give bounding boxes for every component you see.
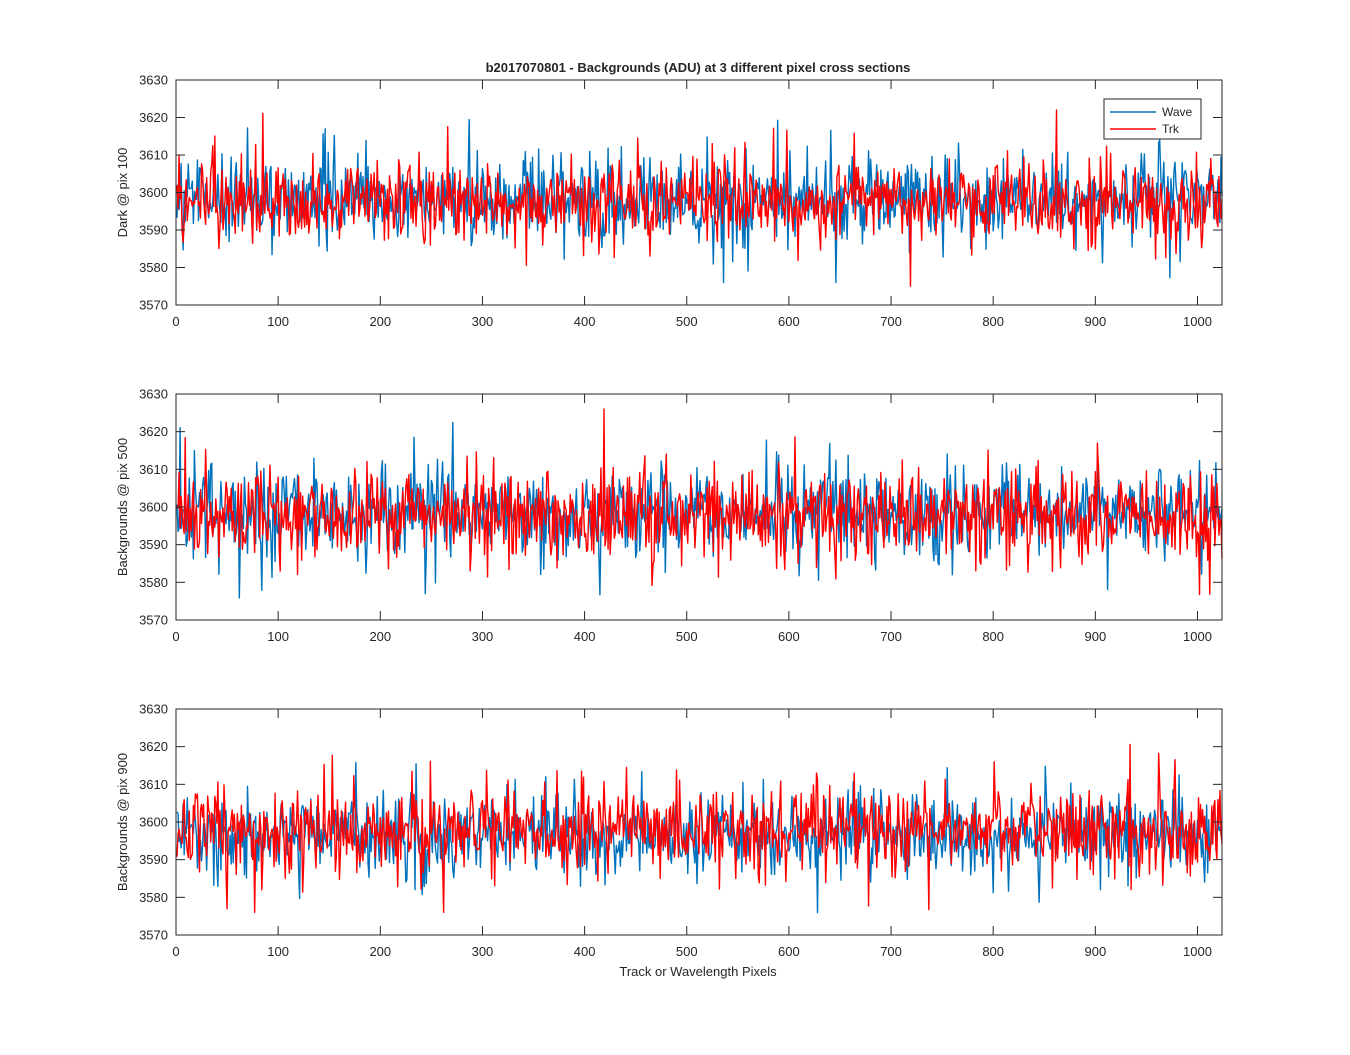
x-tick-label: 0 xyxy=(172,944,179,959)
y-tick-label: 3620 xyxy=(139,739,168,754)
x-tick-label: 900 xyxy=(1084,629,1106,644)
y-tick-label: 3570 xyxy=(139,298,168,313)
x-tick-label: 1000 xyxy=(1183,629,1212,644)
x-tick-label: 500 xyxy=(676,629,698,644)
y-axis-label-panel-3: Backgrounds @ pix 900 xyxy=(115,753,130,891)
panel-3: 0 100 200 300 400 500 600 700 800 900 1000 3570 3580… xyxy=(115,702,1223,959)
y-axis-label-panel-2: Backgrounds @ pix 500 xyxy=(115,438,130,576)
y-tick-label: 3590 xyxy=(139,852,168,867)
x-tick-label: 700 xyxy=(880,629,902,644)
x-tick-label: 0 xyxy=(172,629,179,644)
x-tick-label: 600 xyxy=(778,629,800,644)
legend-box xyxy=(1103,98,1202,140)
x-tick-label: 800 xyxy=(982,314,1004,329)
x-tick-label: 400 xyxy=(574,314,596,329)
y-axis-label-panel-1: Dark @ pix 100 xyxy=(115,148,130,238)
y-tick-label: 3570 xyxy=(139,928,168,943)
panel-1: 0 100 200 300 400 500 600 700 800 900 1000 3570 3580… xyxy=(115,73,1223,329)
legend-label-trk: Trk xyxy=(1162,122,1180,136)
y-tick-label: 3630 xyxy=(139,387,168,402)
x-tick-label: 1000 xyxy=(1183,314,1212,329)
x-tick-label: 600 xyxy=(778,944,800,959)
y-tick-label: 3600 xyxy=(139,815,168,830)
x-tick-label: 900 xyxy=(1084,314,1106,329)
series-line-wave-panel-2 xyxy=(176,421,1223,599)
x-tick-label: 0 xyxy=(172,314,179,329)
y-tick-label: 3610 xyxy=(139,148,168,163)
panel-2: 0 100 200 300 400 500 600 700 800 900 1000 3570 3580… xyxy=(115,387,1223,644)
x-tick-label: 500 xyxy=(676,944,698,959)
x-tick-label: 100 xyxy=(267,314,289,329)
x-tick-label: 800 xyxy=(982,944,1004,959)
y-tick-label: 3580 xyxy=(139,575,168,590)
y-tick-label: 3610 xyxy=(139,777,168,792)
y-tick-label: 3600 xyxy=(139,500,168,515)
y-tick-label: 3620 xyxy=(139,110,168,125)
y-tick-label: 3610 xyxy=(139,462,168,477)
y-tick-label: 3630 xyxy=(139,702,168,717)
y-tick-label: 3620 xyxy=(139,424,168,439)
x-tick-label: 400 xyxy=(574,944,596,959)
series-line-trk-panel-3 xyxy=(176,743,1223,914)
x-axis-label: Track or Wavelength Pixels xyxy=(619,964,777,979)
y-tick-label: 3580 xyxy=(139,890,168,905)
y-tick-label: 3570 xyxy=(139,613,168,628)
x-tick-label: 300 xyxy=(472,314,494,329)
legend: Wave Trk xyxy=(1103,98,1202,140)
chart-title: b2017070801 - Backgrounds (ADU) at 3 dif… xyxy=(486,60,911,75)
x-tick-label: 200 xyxy=(369,944,391,959)
x-tick-label: 600 xyxy=(778,314,800,329)
x-tick-label: 700 xyxy=(880,944,902,959)
x-tick-label: 500 xyxy=(676,314,698,329)
y-tick-label: 3590 xyxy=(139,223,168,238)
x-tick-label: 900 xyxy=(1084,944,1106,959)
x-tick-label: 100 xyxy=(267,629,289,644)
series-line-trk-panel-1 xyxy=(176,109,1223,287)
x-tick-label: 300 xyxy=(472,944,494,959)
x-tick-label: 200 xyxy=(369,314,391,329)
series-line-trk-panel-2 xyxy=(176,408,1223,596)
x-tick-label: 200 xyxy=(369,629,391,644)
x-tick-label: 800 xyxy=(982,629,1004,644)
x-tick-label: 300 xyxy=(472,629,494,644)
y-tick-label: 3630 xyxy=(139,73,168,88)
x-tick-label: 700 xyxy=(880,314,902,329)
legend-label-wave: Wave xyxy=(1162,105,1193,119)
x-tick-label: 1000 xyxy=(1183,944,1212,959)
y-tick-label: 3590 xyxy=(139,537,168,552)
y-tick-label: 3600 xyxy=(139,185,168,200)
x-tick-label: 400 xyxy=(574,629,596,644)
x-tick-label: 100 xyxy=(267,944,289,959)
y-tick-label: 3580 xyxy=(139,260,168,275)
